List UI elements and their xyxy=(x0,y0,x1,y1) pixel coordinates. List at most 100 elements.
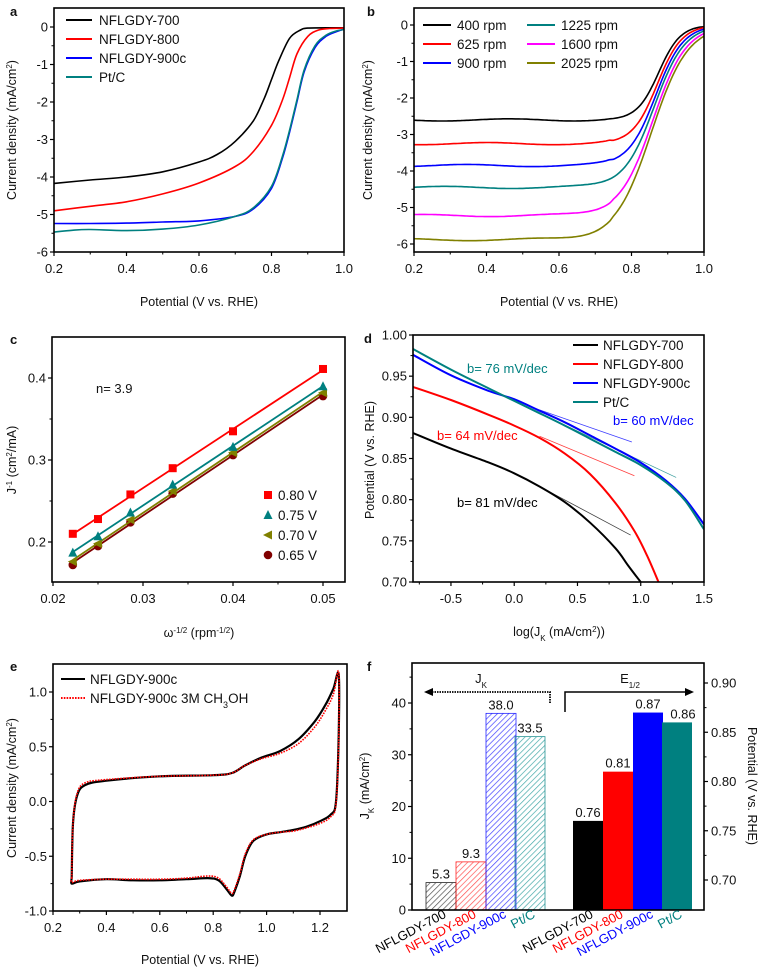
panel-f-right-ytick-label: 0.70 xyxy=(711,873,736,888)
marker-square xyxy=(68,529,77,538)
panel-d-xtick-label: 1.5 xyxy=(695,591,713,606)
panel-c-fit-line-0 xyxy=(72,369,324,535)
panel-e-xtick-label: 1.2 xyxy=(311,920,329,935)
panel-b-series-4 xyxy=(413,32,705,218)
panel-f-bar-jk-label-3: 33.5 xyxy=(517,721,542,736)
panel-d-ytick-label: 0.85 xyxy=(382,451,407,466)
marker-square xyxy=(229,427,237,436)
panel-f-plot: 5.3 9.3 38.0 33.5 0.76 0.81 0.87 0.86 0 10 20 30 40 0… xyxy=(373,662,736,959)
panel-d-tafel-label-1: b= 64 mV/dec xyxy=(437,428,518,443)
panel-f-bar-e12-label-3: 0.86 xyxy=(670,706,695,721)
panel-b-ytick-label: -2 xyxy=(396,91,408,106)
panel-d-series-3 xyxy=(413,348,704,530)
panel-e-frame xyxy=(52,663,348,912)
legend-subscript: 3 xyxy=(223,700,228,710)
panel-label-e: e xyxy=(10,659,17,674)
legend-label: NFLGDY-900c 3M CH3OH xyxy=(90,691,248,710)
legend-label: 400 rpm xyxy=(457,18,507,33)
panel-b-ytick-label: -5 xyxy=(396,200,408,215)
panel-d-ytick-label: 1.00 xyxy=(382,328,407,343)
marker-triangle-up xyxy=(68,547,78,557)
panel-b-xtick-label: 0.2 xyxy=(405,261,423,276)
panel-label-f: f xyxy=(367,659,372,674)
marker-square xyxy=(319,364,327,373)
marker-triangle-left xyxy=(125,515,135,525)
panel-f-bar-e12-label-1: 0.81 xyxy=(605,756,630,771)
panel-a-series-1 xyxy=(53,27,345,212)
panel-d-xtick-label: 0.5 xyxy=(568,591,586,606)
panel-a-xtick-label: 0.6 xyxy=(190,261,208,276)
panel-b-xtick-label: 0.4 xyxy=(477,261,495,276)
panel-b-plot: 0.2 0.4 0.6 0.8 1.0 0 -1 -2 -3 -4 -5 -6 400 rpm 625 r… xyxy=(396,7,713,276)
panel-d-xtick-label: 0.0 xyxy=(505,591,523,606)
legend-label: NFLGDY-900c xyxy=(603,376,691,391)
panel-f-frame xyxy=(411,662,705,911)
legend-label: Pt/C xyxy=(99,70,126,85)
panel-c-fit-line-1 xyxy=(72,385,324,553)
panel-e-xtick-label: 0.8 xyxy=(204,920,222,935)
panel-c-ylabel: J-1 (cm2/mA) xyxy=(5,426,20,495)
legend-label: NFLGDY-700 xyxy=(603,338,684,353)
panel-d-xtick-label: 1.0 xyxy=(632,591,650,606)
panel-c-xtick-label: 0.04 xyxy=(220,591,245,606)
panel-f-left-ytick-label: 10 xyxy=(392,851,406,866)
marker-square xyxy=(168,464,177,473)
panel-e-ytick-label: -0.5 xyxy=(25,849,47,864)
panel-e-ytick-label: 1.0 xyxy=(29,685,47,700)
panel-e-plot: 0.2 0.4 0.6 0.8 1.0 1.2 -1.0 -0.5 0.0 0.5 1.0 NFLGD… xyxy=(25,663,348,935)
panel-c-ytick-label: 0.4 xyxy=(28,371,46,386)
panel-a-ytick-label: 0 xyxy=(41,20,48,35)
panel-d-series-1 xyxy=(413,385,660,582)
legend-label: Pt/C xyxy=(603,395,630,410)
panel-e-ytick-label: -1.0 xyxy=(25,904,47,919)
marker-triangle-up xyxy=(318,381,328,391)
panel-label-c: c xyxy=(10,332,17,347)
panel-f-left-ytick-label: 0 xyxy=(399,903,406,918)
legend-label: 0.70 V xyxy=(278,528,317,543)
panel-d-tafel-fit-1 xyxy=(539,435,635,477)
panel-b-series-2 xyxy=(413,28,705,168)
label-part: E xyxy=(620,671,629,686)
panel-f-bar-e12-label-0: 0.76 xyxy=(575,805,600,820)
panel-f-bar-e12-label-2: 0.87 xyxy=(635,697,660,712)
panel-a-xtick-label: 0.4 xyxy=(117,261,135,276)
panel-b-series-3 xyxy=(413,30,705,190)
panel-a-series-2 xyxy=(53,28,345,225)
panel-f-jk-arrow-line xyxy=(428,691,551,703)
panel-a-ytick-label: -3 xyxy=(36,132,48,147)
panel-d-plot: -0.5 0.0 0.5 1.0 1.5 0.70 0.75 0.80 0.85 0.90 0.95… xyxy=(382,328,713,607)
panel-a-plot: 0.2 0.4 0.6 0.8 1.0 0 -1 -2 -3 -4 -5 -6 NFLGDY-700 NF… xyxy=(36,7,353,276)
panel-d-ylabel: Potential (V vs. RHE) xyxy=(363,401,377,519)
legend-label: 1600 rpm xyxy=(561,37,618,52)
panel-a-ytick-label: -2 xyxy=(36,95,48,110)
legend-label: NFLGDY-800 xyxy=(99,32,180,47)
panel-a-ytick-label: -1 xyxy=(36,57,48,72)
panel-c-xtick-label: 0.03 xyxy=(130,591,155,606)
marker-triangle-left xyxy=(167,486,177,496)
panel-f-bar-e12-1 xyxy=(603,771,633,910)
panel-a-xlabel: Potential (V vs. RHE) xyxy=(140,295,258,309)
panel-f-bar-e12-2 xyxy=(633,712,663,910)
panel-a-xtick-label: 0.2 xyxy=(45,261,63,276)
panel-b-xtick-label: 0.6 xyxy=(550,261,568,276)
panel-f-right-ytick-label: 0.80 xyxy=(711,774,736,789)
panel-f-bar-jk-label-0: 5.3 xyxy=(432,867,450,882)
panel-c-xlabel: ω-1/2 (rpm-1/2) xyxy=(164,626,235,641)
label-part: J xyxy=(475,671,482,686)
panel-b-ytick-label: -1 xyxy=(396,54,408,69)
panel-e-ytick-label: 0.5 xyxy=(29,739,47,754)
panel-f-group-label-e12: E1/2 xyxy=(620,671,640,690)
marker-triangle-up xyxy=(125,507,135,517)
panel-f-right-ytick-label: 0.90 xyxy=(711,676,736,691)
panel-b-ytick-label: 0 xyxy=(401,18,408,33)
marker-triangle-up xyxy=(228,441,238,451)
panel-f-ylabel-right: Potential (V vs. RHE) xyxy=(745,727,759,845)
marker-triangle-up xyxy=(168,479,178,489)
panel-a-frame xyxy=(53,7,345,253)
panel-d-tafel-label-2: b= 60 mV/dec xyxy=(613,413,694,428)
panel-a-xtick-label: 1.0 xyxy=(335,261,353,276)
panel-f-bar-jk-1 xyxy=(455,861,487,911)
panel-d-ytick-label: 0.90 xyxy=(382,410,407,425)
panel-d-ytick-label: 0.75 xyxy=(382,533,407,548)
marker-square xyxy=(94,515,102,524)
